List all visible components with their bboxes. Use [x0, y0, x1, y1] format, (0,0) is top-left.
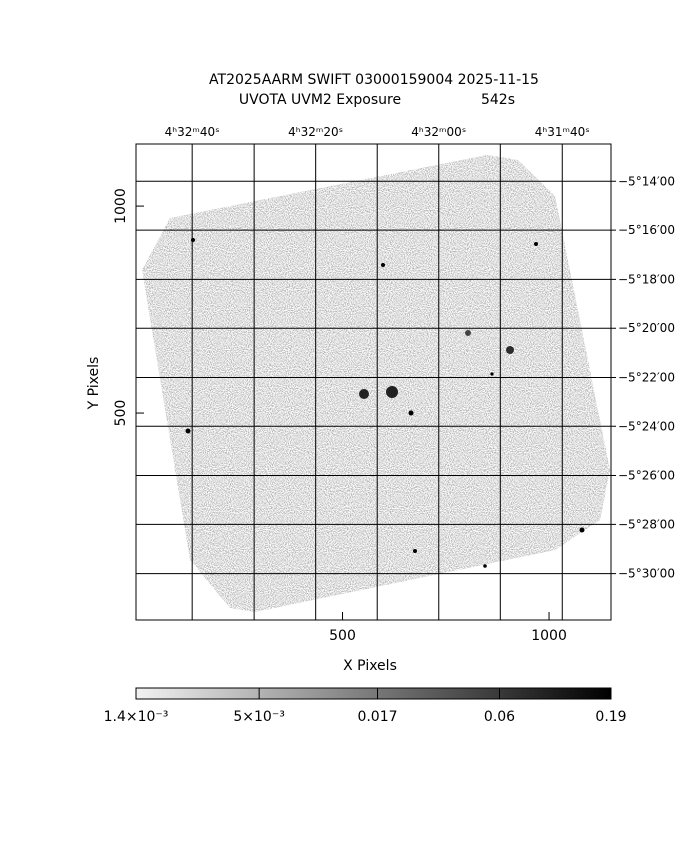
- exposure-map: [142, 155, 610, 612]
- source: [359, 389, 369, 399]
- source: [506, 346, 514, 354]
- x-tick-label: 1000: [531, 628, 567, 644]
- source: [408, 410, 414, 416]
- source: [465, 330, 471, 336]
- colorbar-tick-label: 0.19: [595, 709, 626, 725]
- ra-tick-label: 4ʰ32ᵐ00ˢ: [411, 125, 466, 139]
- exposure: 542s: [481, 92, 515, 108]
- title: AT2025AARM SWIFT 03000159004 2025-11-15: [209, 72, 539, 88]
- source: [579, 527, 585, 533]
- axes: 4ʰ32ᵐ40ˢ 4ʰ32ᵐ20ˢ 4ʰ32ᵐ00ˢ 4ʰ31ᵐ40ˢ −5°14′00…: [113, 125, 675, 644]
- colorbar: [135, 687, 612, 700]
- source: [185, 428, 191, 434]
- source: [386, 386, 398, 398]
- source: [191, 238, 195, 242]
- source: [413, 549, 417, 553]
- y-tick-label: 1000: [113, 188, 129, 224]
- dec-tick-label: −5°18′00: [618, 272, 675, 286]
- ra-tick-label: 4ʰ32ᵐ40ˢ: [165, 125, 220, 139]
- ra-tick-label: 4ʰ31ᵐ40ˢ: [535, 125, 590, 139]
- dec-tick-label: −5°16′00: [618, 223, 675, 237]
- dec-tick-label: −5°14′00: [618, 174, 675, 188]
- subtitle: UVOTA UVM2 Exposure: [239, 92, 401, 108]
- dec-tick-label: −5°28′00: [618, 517, 675, 531]
- dec-tick-label: −5°22′00: [618, 370, 675, 384]
- source: [381, 263, 385, 267]
- frame: [135, 143, 612, 621]
- source: [483, 564, 487, 568]
- source: [490, 372, 494, 376]
- colorbar-tick-label: 0.06: [484, 709, 515, 725]
- dec-tick-label: −5°30′00: [618, 567, 675, 581]
- colorbar-tick-label: 1.4×10⁻³: [104, 709, 169, 725]
- sources: [185, 238, 585, 568]
- dec-tick-label: −5°20′00: [618, 321, 675, 335]
- colorbar-tick-label: 5×10⁻³: [233, 709, 284, 725]
- ra-tick-label: 4ʰ32ᵐ20ˢ: [288, 125, 343, 139]
- y-axis-label: Y Pixels: [86, 357, 102, 411]
- y-tick-label: 500: [113, 400, 129, 427]
- x-tick-label: 500: [329, 628, 356, 644]
- x-axis-label: X Pixels: [343, 658, 397, 674]
- image: [136, 144, 611, 620]
- colorbar-tick-label: 0.017: [357, 709, 397, 725]
- dec-tick-label: −5°24′00: [618, 419, 675, 433]
- source: [534, 242, 538, 246]
- dec-tick-label: −5°26′00: [618, 469, 675, 483]
